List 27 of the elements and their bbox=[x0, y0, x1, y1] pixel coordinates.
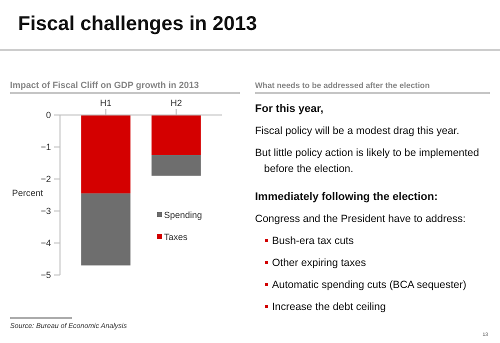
bar bbox=[152, 115, 201, 155]
y-tick-label: −4 bbox=[40, 238, 51, 248]
chart-subtitle: Impact of Fiscal Cliff on GDP growth in 2013 bbox=[10, 80, 199, 90]
text: Immediately following the election: bbox=[255, 191, 438, 203]
bar bbox=[152, 155, 201, 176]
x-tick-label: H1 bbox=[100, 98, 112, 108]
bar bbox=[81, 115, 130, 194]
legend-label: Spending bbox=[164, 210, 202, 220]
y-tick-label: −1 bbox=[40, 142, 51, 152]
y-tick-label: −2 bbox=[40, 174, 51, 184]
y-tick-label: −3 bbox=[40, 206, 51, 216]
text: Other expiring taxes bbox=[272, 257, 366, 269]
bar bbox=[81, 193, 130, 266]
y-axis-title: Percent bbox=[12, 188, 44, 198]
text: Fiscal policy will be a modest drag this year. bbox=[255, 125, 460, 137]
y-tick-label: 0 bbox=[46, 110, 51, 120]
text: Bush-era tax cuts bbox=[272, 235, 354, 247]
text: Automatic spending cuts (BCA sequester) bbox=[272, 279, 466, 291]
text: What needs to be addressed after the election bbox=[255, 81, 430, 90]
chart-title: Fiscal challenges in 2013 bbox=[18, 13, 258, 35]
text: Increase the debt ceiling bbox=[272, 301, 386, 313]
legend-label: Taxes bbox=[164, 232, 188, 242]
text: For this year, bbox=[255, 103, 324, 115]
text: Congress and the President have to address: bbox=[255, 213, 466, 225]
text: But little policy action is likely to be implemented before the election. bbox=[255, 147, 480, 175]
y-tick-label: −5 bbox=[40, 270, 51, 280]
x-tick-label: H2 bbox=[170, 98, 182, 108]
